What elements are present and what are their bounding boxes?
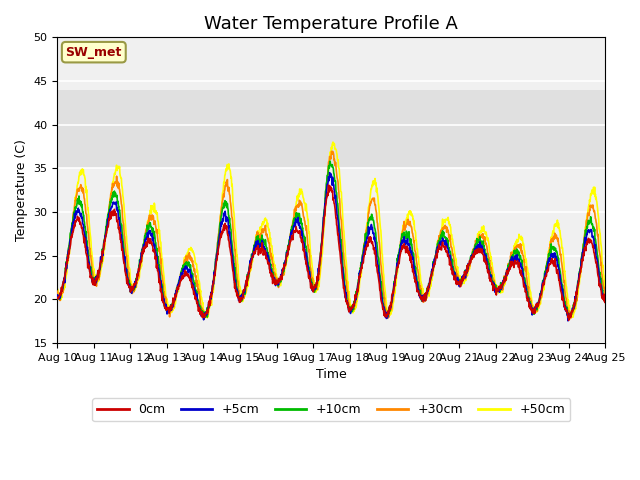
Text: SW_met: SW_met (66, 46, 122, 59)
+10cm (602, 296, 609, 301)
Line: +10cm: +10cm (58, 161, 605, 317)
+50cm (118, 184, 126, 190)
+5cm (307, 279, 315, 285)
+30cm (329, 148, 337, 154)
+50cm (366, 197, 374, 203)
0cm (298, 236, 305, 241)
Line: 0cm: 0cm (58, 185, 605, 320)
0cm (286, 241, 294, 247)
+10cm (298, 219, 305, 225)
+10cm (365, 217, 373, 223)
0cm (54, 295, 61, 300)
+30cm (286, 232, 294, 238)
+10cm (286, 236, 294, 241)
+30cm (308, 272, 316, 278)
+30cm (96, 271, 104, 277)
+50cm (298, 186, 305, 192)
Line: +50cm: +50cm (58, 142, 605, 318)
+5cm (564, 318, 572, 324)
+5cm (602, 297, 609, 303)
+10cm (118, 229, 126, 235)
Title: Water Temperature Profile A: Water Temperature Profile A (204, 15, 458, 33)
+10cm (307, 277, 315, 283)
+5cm (298, 227, 305, 232)
+30cm (298, 201, 305, 206)
+50cm (308, 256, 316, 262)
X-axis label: Time: Time (316, 368, 347, 381)
+5cm (54, 292, 61, 298)
+5cm (326, 170, 333, 176)
+30cm (54, 288, 61, 294)
+10cm (326, 158, 334, 164)
+5cm (365, 226, 373, 231)
0cm (565, 317, 573, 323)
0cm (365, 240, 373, 245)
+10cm (54, 293, 61, 299)
+5cm (118, 238, 126, 244)
+50cm (54, 286, 61, 292)
+5cm (96, 266, 104, 272)
+30cm (366, 201, 374, 207)
+30cm (602, 292, 609, 298)
+30cm (118, 205, 126, 211)
Line: +5cm: +5cm (58, 173, 605, 321)
+5cm (286, 237, 294, 242)
0cm (602, 297, 609, 302)
+50cm (204, 315, 211, 321)
+30cm (200, 316, 208, 322)
0cm (324, 182, 332, 188)
+50cm (96, 273, 104, 279)
+10cm (96, 264, 104, 270)
+50cm (602, 285, 609, 290)
+10cm (565, 314, 573, 320)
Bar (58, 90, 605, 168)
+50cm (329, 139, 337, 145)
+50cm (286, 238, 294, 243)
0cm (307, 284, 315, 289)
Line: +30cm: +30cm (58, 151, 605, 319)
Legend: 0cm, +5cm, +10cm, +30cm, +50cm: 0cm, +5cm, +10cm, +30cm, +50cm (92, 398, 570, 421)
0cm (118, 247, 126, 253)
0cm (96, 264, 104, 269)
Y-axis label: Temperature (C): Temperature (C) (15, 139, 28, 241)
